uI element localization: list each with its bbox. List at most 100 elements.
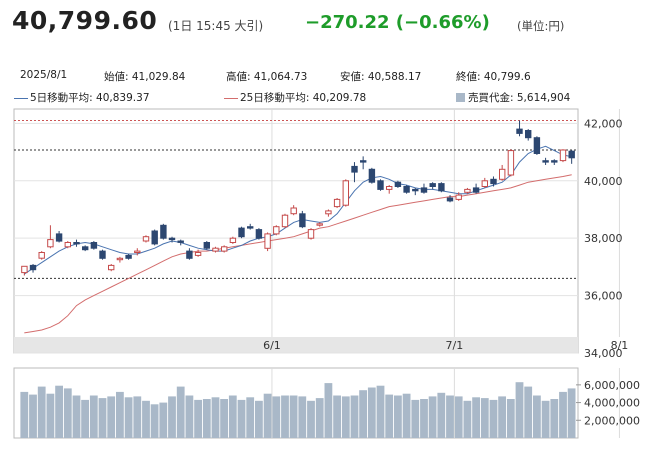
current-price: 40,799.60 — [12, 6, 158, 35]
volume-bar — [81, 399, 89, 438]
volume-bar — [524, 386, 533, 438]
candle-body — [525, 130, 532, 139]
candle-body — [21, 265, 28, 274]
volume-bar — [29, 394, 37, 438]
candle-body — [559, 149, 567, 162]
candle-body — [273, 226, 280, 235]
candle-body — [47, 239, 54, 248]
volume-bar — [272, 396, 281, 438]
candle-body — [177, 240, 184, 243]
candle-body — [455, 194, 462, 200]
volume-bar — [428, 396, 437, 438]
candle-body — [90, 242, 98, 249]
volume-bar — [402, 393, 411, 438]
candle-body — [307, 229, 315, 239]
candle-body — [499, 168, 506, 180]
candle-body — [542, 160, 549, 163]
volume-bar — [255, 400, 263, 438]
volume-tick-label: 4,000,000 — [584, 397, 640, 410]
axis-labels: 42,000 40,000 38,000 36,000 34,000 6/1 7/1 8/1 6… — [263, 117, 640, 427]
candle-body — [255, 229, 263, 239]
volume-bar — [333, 395, 341, 438]
volume-bars — [20, 382, 576, 438]
volume-bar — [142, 400, 150, 438]
candle-body — [134, 250, 141, 254]
candle-body — [247, 226, 254, 229]
candle-body — [472, 187, 480, 193]
volume-bar — [281, 395, 289, 438]
candle-body — [316, 223, 323, 226]
x-axis-band — [14, 337, 578, 353]
volume-bar — [263, 393, 272, 438]
candle-body — [446, 197, 454, 202]
volume-bar — [89, 395, 98, 438]
volume-bar — [20, 391, 29, 438]
candle-body — [481, 180, 489, 188]
candle-body — [507, 150, 515, 176]
candle-body — [368, 168, 376, 183]
legend-volume: 売買代金: 5,614,904 — [456, 90, 570, 105]
volume-bar — [289, 395, 298, 438]
volume-bar — [359, 390, 367, 438]
candle-body — [238, 227, 245, 238]
volume-bar — [515, 382, 524, 438]
price-timestamp: (1日 15:45 大引) — [168, 19, 264, 33]
volume-bar — [133, 396, 142, 438]
x-tick-label: 6/1 — [263, 339, 281, 352]
candle-body — [490, 178, 497, 185]
candle-body — [264, 233, 271, 249]
ma5-legend-swatch — [14, 97, 28, 99]
candle-body — [412, 188, 419, 192]
candle-body — [403, 186, 410, 193]
volume-bar — [185, 395, 194, 438]
volume-bar — [307, 400, 315, 438]
candle-body — [229, 237, 237, 243]
volume-bar — [220, 399, 228, 438]
candle-body — [386, 186, 393, 190]
candle-body — [342, 180, 350, 206]
candle-body — [360, 160, 367, 163]
candle-body — [551, 160, 558, 163]
volume-bar — [63, 388, 72, 438]
volume-bar — [168, 396, 176, 438]
candle-body — [160, 224, 167, 239]
info-date: 2025/8/1 — [20, 69, 68, 81]
volume-bar — [350, 395, 359, 438]
volume-legend-swatch — [456, 93, 465, 102]
candle-body — [116, 257, 124, 261]
volume-bar — [463, 400, 472, 438]
candle-body — [377, 180, 384, 190]
candle-body — [203, 242, 211, 249]
price-plot-area — [13, 108, 579, 354]
volume-bar — [411, 399, 420, 438]
price-change: −270.22 (−0.66%) — [305, 12, 490, 33]
candle-body — [333, 198, 341, 208]
volume-bar — [489, 399, 498, 438]
candle-body — [221, 246, 228, 252]
volume-bar — [480, 398, 489, 438]
volume-bar — [385, 394, 394, 438]
chart-frame — [13, 108, 579, 439]
candle-body — [420, 187, 428, 193]
volume-bar — [298, 396, 307, 438]
volume-legend-label: 売買代金: 5,614,904 — [468, 92, 571, 104]
legend-ma5: 5日移動平均: 40,839.37 — [14, 90, 150, 105]
candle-body — [99, 250, 106, 259]
volume-bar — [472, 397, 480, 438]
y-tick-label: 42,000 — [584, 117, 623, 130]
volume-bar — [498, 396, 506, 438]
volume-bar — [367, 387, 376, 438]
ma25-legend-swatch — [224, 97, 238, 99]
volume-bar — [533, 395, 541, 438]
volume-bar — [176, 386, 185, 438]
candle-body — [464, 188, 471, 193]
volume-bar — [237, 399, 246, 438]
volume-bar — [194, 399, 202, 438]
volume-bar — [437, 392, 446, 438]
legend-ma25: 25日移動平均: 40,209.78 — [224, 90, 366, 105]
candle-body — [299, 213, 306, 228]
candle-body — [325, 210, 332, 215]
candle-body — [351, 165, 358, 173]
volume-bar — [376, 385, 385, 438]
